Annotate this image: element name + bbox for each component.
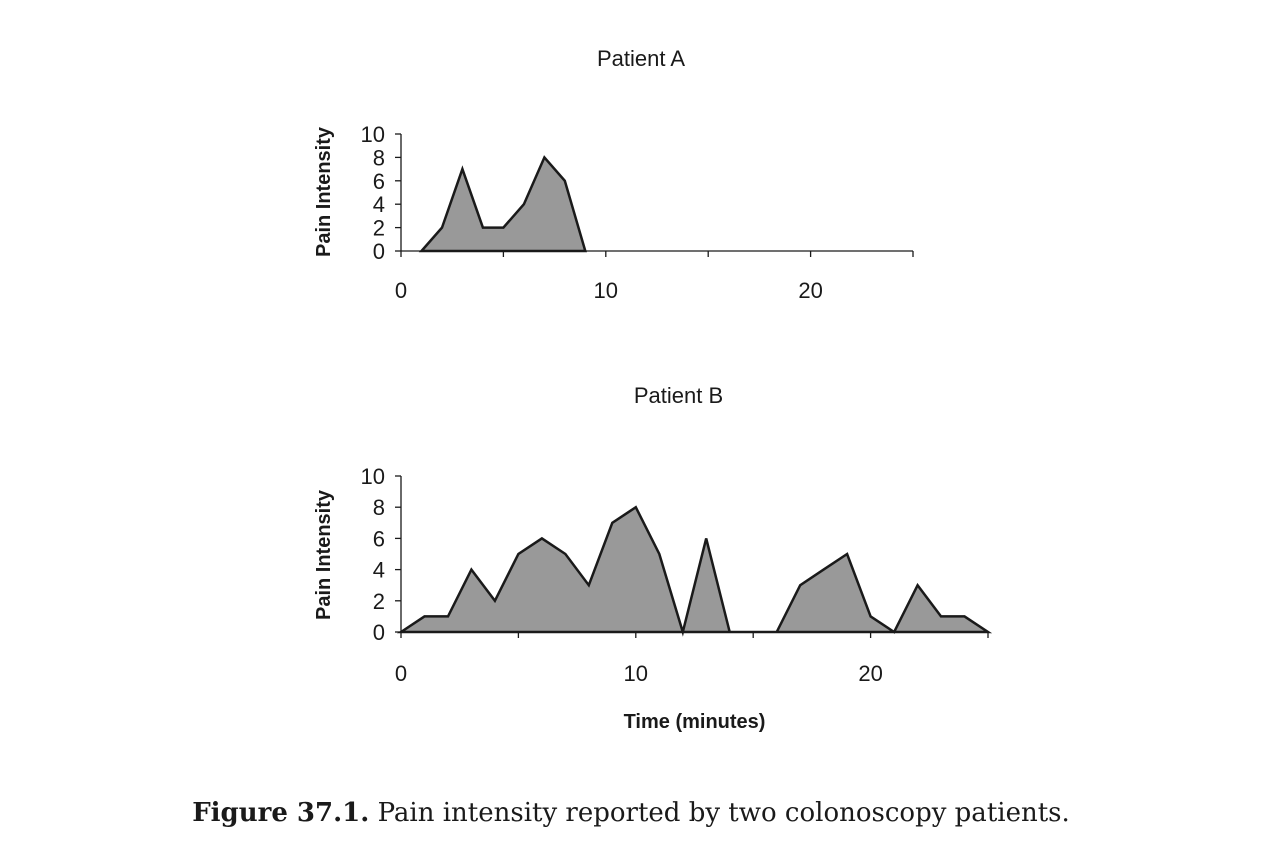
x-tick-label: 0 (395, 661, 407, 686)
y-tick-label: 10 (361, 122, 385, 147)
area-series-patient-a (418, 155, 587, 253)
y-axis-label: Pain Intensity (313, 126, 335, 257)
x-tick-label: 0 (395, 278, 407, 303)
y-tick-label: 4 (373, 558, 385, 583)
y-tick-label: 4 (373, 192, 385, 217)
y-tick-label: 10 (361, 464, 385, 489)
x-tick-label: 10 (594, 278, 618, 303)
y-tick-label: 0 (373, 620, 385, 645)
x-tick-label: 10 (624, 661, 648, 686)
chart-title: Patient B (634, 383, 723, 408)
chart-patient-b: Patient B Pain Intensity 0 10 20 0 2 4 6 8 10 Time … (313, 383, 993, 733)
y-axis-label: Pain Intensity (313, 489, 335, 620)
caption-label: Figure 37.1. (192, 798, 370, 828)
y-tick-label: 0 (373, 239, 385, 264)
area-series-patient-b (396, 505, 993, 637)
y-tick-label: 8 (373, 495, 385, 520)
y-tick-label: 6 (373, 169, 385, 194)
y-tick-label: 2 (373, 216, 385, 241)
y-tick-label: 8 (373, 145, 385, 170)
y-tick-label: 6 (373, 526, 385, 551)
figure-caption: Figure 37.1. Pain intensity reported by … (0, 798, 1262, 828)
chart-title: Patient A (597, 46, 685, 71)
x-tick-label: 20 (858, 661, 882, 686)
y-tick-label: 2 (373, 589, 385, 614)
x-tick-label: 20 (798, 278, 822, 303)
x-axis-label: Time (minutes) (624, 711, 766, 733)
caption-text: Pain intensity reported by two colonosco… (369, 798, 1070, 828)
